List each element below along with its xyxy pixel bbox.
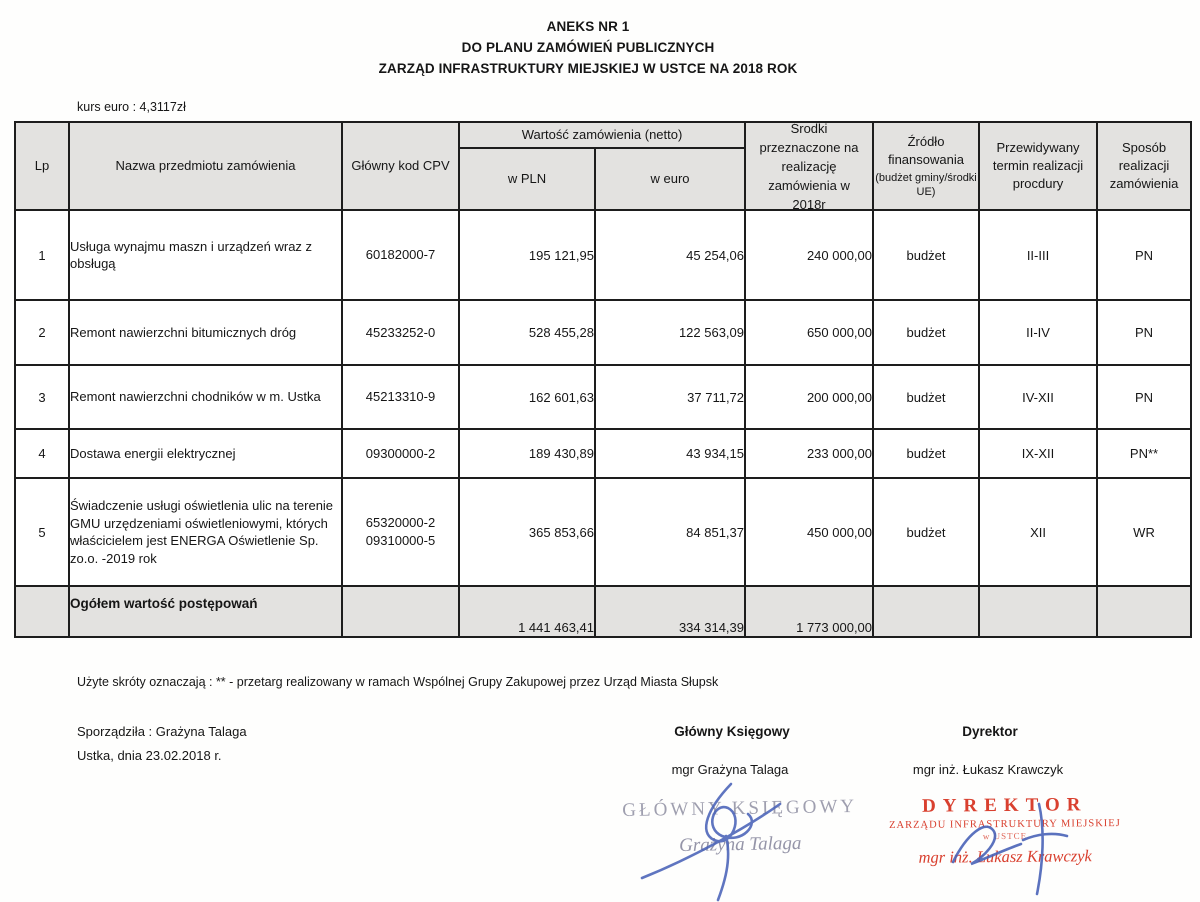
prepared-by-block: Sporządziła : Grażyna Talaga Ustka, dnia… [77, 720, 247, 768]
title-line-1: ANEKS NR 1 [546, 19, 630, 34]
title-line-2: DO PLANU ZAMÓWIEŃ PUBLICZNYCH [461, 40, 715, 55]
col-header-source-main: Źródło finansowania [888, 134, 964, 167]
director-stamp-name: mgr inż. Łukasz Krawczyk [918, 846, 1092, 867]
cell-name: Remont nawierzchni bitumicznych dróg [68, 299, 343, 366]
col-header-cpv: Główny kod CPV [341, 121, 460, 211]
table-row: 3 Remont nawierzchni chodników w m. Ustk… [14, 364, 1193, 430]
summary-lp [14, 585, 70, 638]
director-stamp: DYREKTOR ZARZĄDU INFRASTRUKTURY MIEJSKIE… [880, 794, 1131, 868]
col-header-source: Źródło finansowania (budżet gminy/środki… [872, 121, 981, 211]
prepared-by-line: Sporządziła : Grażyna Talaga [77, 724, 247, 739]
col-header-term: Przewidywany termin realizacji procdury [978, 121, 1099, 211]
cell-funds: 200 000,00 [744, 364, 875, 430]
col-header-method: Sposób realizacji zamówienia [1096, 121, 1193, 211]
table-row: 5 Świadczenie usługi oświetlenia ulic na… [14, 477, 1193, 587]
cell-cpv: 60182000-7 [341, 209, 460, 301]
summary-method-empty [1096, 585, 1193, 638]
euro-exchange-rate-note: kurs euro : 4,3117zł [77, 100, 186, 114]
cell-source: budżet [872, 477, 981, 587]
cell-source: budżet [872, 364, 981, 430]
cell-euro: 43 934,15 [593, 428, 747, 479]
cell-lp: 4 [14, 428, 70, 479]
cell-pln: 195 121,95 [458, 209, 596, 301]
director-name: mgr inż. Łukasz Krawczyk [912, 762, 1064, 777]
director-title: Dyrektor [962, 724, 1018, 739]
cell-method: WR [1096, 477, 1193, 587]
summary-label: Ogółem wartość postępowań [68, 585, 343, 638]
cell-method: PN** [1096, 428, 1193, 479]
cell-cpv: 45233252-0 [341, 299, 460, 366]
table-row: 1 Usługa wynajmu maszn i urządzeń wraz z… [14, 209, 1193, 301]
cell-lp: 5 [14, 477, 70, 587]
cell-method: PN [1096, 299, 1193, 366]
director-stamp-title: DYREKTOR [921, 794, 1088, 817]
col-header-source-sub: (budżet gminy/środki UE) [875, 172, 977, 198]
cell-term: XII [978, 477, 1099, 587]
col-header-value-group: Wartość zamówienia (netto) [457, 121, 747, 149]
cell-term: II-III [978, 209, 1099, 301]
cell-source: budżet [872, 299, 981, 366]
cell-funds: 450 000,00 [744, 477, 875, 587]
cell-euro: 45 254,06 [593, 209, 747, 301]
header-row-1: Lp Nazwa przedmiotu zamówienia Główny ko… [14, 121, 1193, 211]
cell-pln: 528 455,28 [458, 299, 596, 366]
col-header-lp: Lp [14, 121, 70, 211]
cell-pln: 365 853,66 [458, 477, 596, 587]
cell-pln: 162 601,63 [458, 364, 596, 430]
cell-term: II-IV [978, 299, 1099, 366]
cell-funds: 240 000,00 [744, 209, 875, 301]
summary-term-empty [978, 585, 1099, 638]
col-header-funds: Środki przeznaczone na realizację zamówi… [744, 121, 875, 211]
cell-lp: 1 [14, 209, 70, 301]
procurement-plan-table: Lp Nazwa przedmiotu zamówienia Główny ko… [14, 121, 1193, 638]
accountant-title: Główny Księgowy [674, 724, 790, 739]
header-row-2: w PLN w euro [15, 147, 1191, 211]
col-header-funds-text: Środki przeznaczone na realizację zamówi… [759, 122, 859, 210]
table-row: 4 Dostawa energii elektrycznej 09300000-… [14, 428, 1193, 479]
table-row: 2 Remont nawierzchni bitumicznych dróg 4… [14, 299, 1193, 366]
cell-cpv: 65320000-2 09310000-5 [341, 477, 460, 587]
cell-method: PN [1096, 209, 1193, 301]
cell-name: Usługa wynajmu maszn i urządzeń wraz z o… [68, 209, 343, 301]
title-line-3: ZARZĄD INFRASTRUKTURY MIEJSKIEJ W USTCE … [378, 61, 798, 76]
cell-lp: 3 [14, 364, 70, 430]
cell-euro: 37 711,72 [593, 364, 747, 430]
accountant-stamp-name: Grażyna Talaga [678, 832, 802, 857]
summary-row: Ogółem wartość postępowań 1 441 463,41 3… [14, 585, 1193, 638]
summary-pln: 1 441 463,41 [458, 585, 596, 638]
director-stamp-org: ZARZĄDU INFRASTRUKTURY MIEJSKIEJ [889, 817, 1121, 832]
accountant-stamp-title: GŁÓWNY KSIĘGOWY [622, 795, 858, 822]
cell-euro: 84 851,37 [593, 477, 747, 587]
cell-cpv: 09300000-2 [341, 428, 460, 479]
cell-pln: 189 430,89 [458, 428, 596, 479]
abbreviations-note: Użyte skróty oznaczają : ** - przetarg r… [77, 675, 719, 689]
cell-method: PN [1096, 364, 1193, 430]
document-title: ANEKS NR 1 DO PLANU ZAMÓWIEŃ PUBLICZNYCH… [0, 16, 1176, 79]
cell-funds: 233 000,00 [744, 428, 875, 479]
cell-name: Świadczenie usługi oświetlenia ulic na t… [68, 477, 343, 587]
accountant-stamp: GŁÓWNY KSIĘGOWY Grażyna Talaga [620, 796, 861, 858]
col-header-euro: w euro [593, 147, 747, 211]
cell-source: budżet [872, 428, 981, 479]
cell-euro: 122 563,09 [593, 299, 747, 366]
summary-funds: 1 773 000,00 [744, 585, 875, 638]
director-stamp-city: w USTCE [982, 830, 1028, 842]
cell-cpv: 45213310-9 [341, 364, 460, 430]
cell-source: budżet [872, 209, 981, 301]
place-date-line: Ustka, dnia 23.02.2018 r. [77, 748, 222, 763]
cell-funds: 650 000,00 [744, 299, 875, 366]
cell-name: Remont nawierzchni chodników w m. Ustka [68, 364, 343, 430]
col-header-pln: w PLN [458, 147, 596, 211]
cell-name: Dostawa energii elektrycznej [68, 428, 343, 479]
summary-source-empty [872, 585, 981, 638]
col-header-name: Nazwa przedmiotu zamówienia [68, 121, 343, 211]
cell-term: IX-XII [978, 428, 1099, 479]
accountant-name: mgr Grażyna Talaga [671, 762, 789, 777]
summary-cpv-empty [341, 585, 460, 638]
cell-lp: 2 [14, 299, 70, 366]
cell-term: IV-XII [978, 364, 1099, 430]
summary-euro: 334 314,39 [593, 585, 747, 638]
